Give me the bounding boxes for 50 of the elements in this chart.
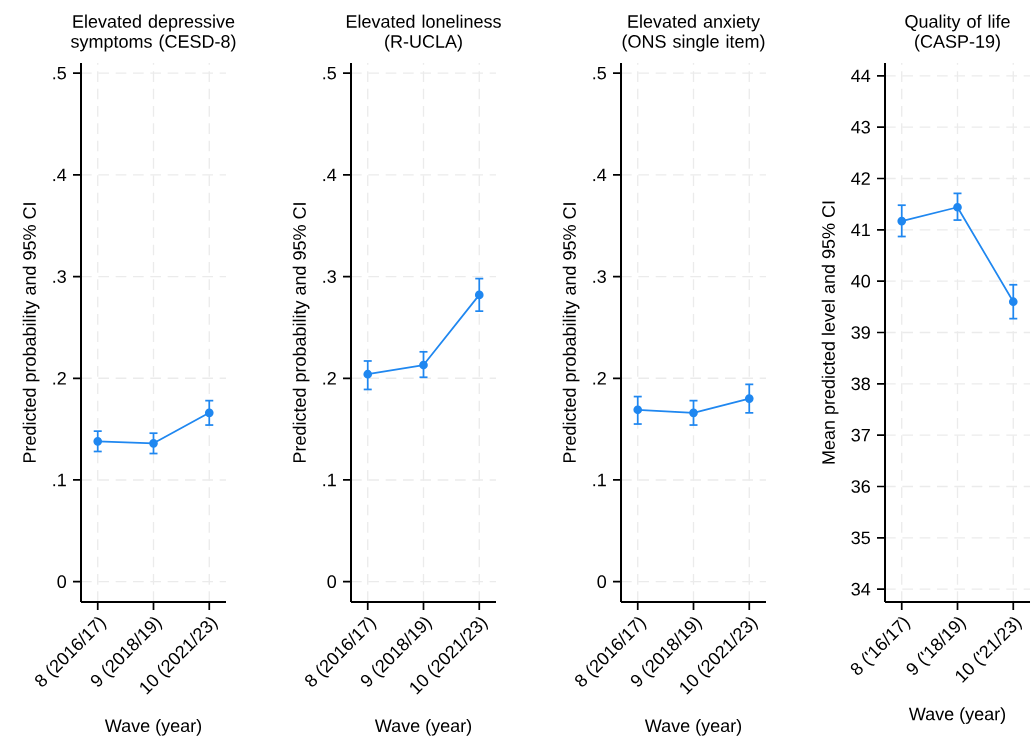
point [204,408,214,418]
y-tick-label: 44 [851,69,871,83]
y-tick-label: .5 [593,66,606,80]
y-tick-label: 36 [851,480,870,493]
y-tick-label: .2 [593,371,606,385]
y-tick-label: .3 [53,270,66,283]
y-tick-label: .4 [323,168,337,182]
point [419,360,428,370]
point [953,202,962,212]
chart-title: Elevated anxiety (ONS single item) [622,14,765,52]
y-tick-label: .3 [593,270,606,283]
y-tick-label: 0 [57,575,67,589]
x-axis-title: Wave (year) [374,718,472,736]
point [1008,297,1018,307]
y-tick-label: 38 [851,377,870,391]
y-axis-title: Predicted probability and 95% CI [292,203,310,463]
y-tick-label: .2 [53,371,66,385]
y-tick-label: 0 [597,575,607,589]
chart-title: Quality of life (CASP-19) [905,14,1010,52]
y-tick-label: 35 [851,531,870,545]
x-axis-title: Wave (year) [908,707,1006,724]
y-tick-label: 43 [851,120,870,134]
y-tick-label: 39 [851,326,870,339]
y-tick-label: .5 [53,66,66,80]
y-tick-label: 41 [851,223,870,237]
y-tick-label: 37 [851,428,870,442]
y-axis-title: Mean predicted level and 95% CI [821,201,839,464]
y-tick-label: .1 [323,473,336,487]
point [474,290,484,300]
point [93,436,103,446]
point [363,369,373,379]
chart-title: Elevated depressive symptoms (CESD-8) [71,14,236,52]
chart-title: Elevated loneliness (R-UCLA) [346,14,501,52]
y-tick-label: 40 [851,274,871,288]
y-tick-label: .1 [593,473,606,487]
y-tick-label: .1 [53,473,66,487]
x-axis-title: Wave (year) [644,718,742,736]
y-tick-label: .5 [323,66,336,80]
y-tick-label: .2 [323,371,336,385]
y-axis-title: Predicted probability and 95% CI [22,203,40,463]
y-tick-label: .3 [323,270,336,283]
y-tick-label: 42 [851,172,870,185]
y-tick-label: 0 [327,575,337,589]
y-tick-label: .4 [593,168,607,182]
y-axis-title: Predicted probability and 95% CI [562,203,580,463]
y-tick-label: .4 [53,168,67,182]
y-tick-label: 34 [851,582,871,596]
x-axis-title: Wave (year) [104,718,202,736]
point [897,216,907,226]
point [149,439,158,448]
